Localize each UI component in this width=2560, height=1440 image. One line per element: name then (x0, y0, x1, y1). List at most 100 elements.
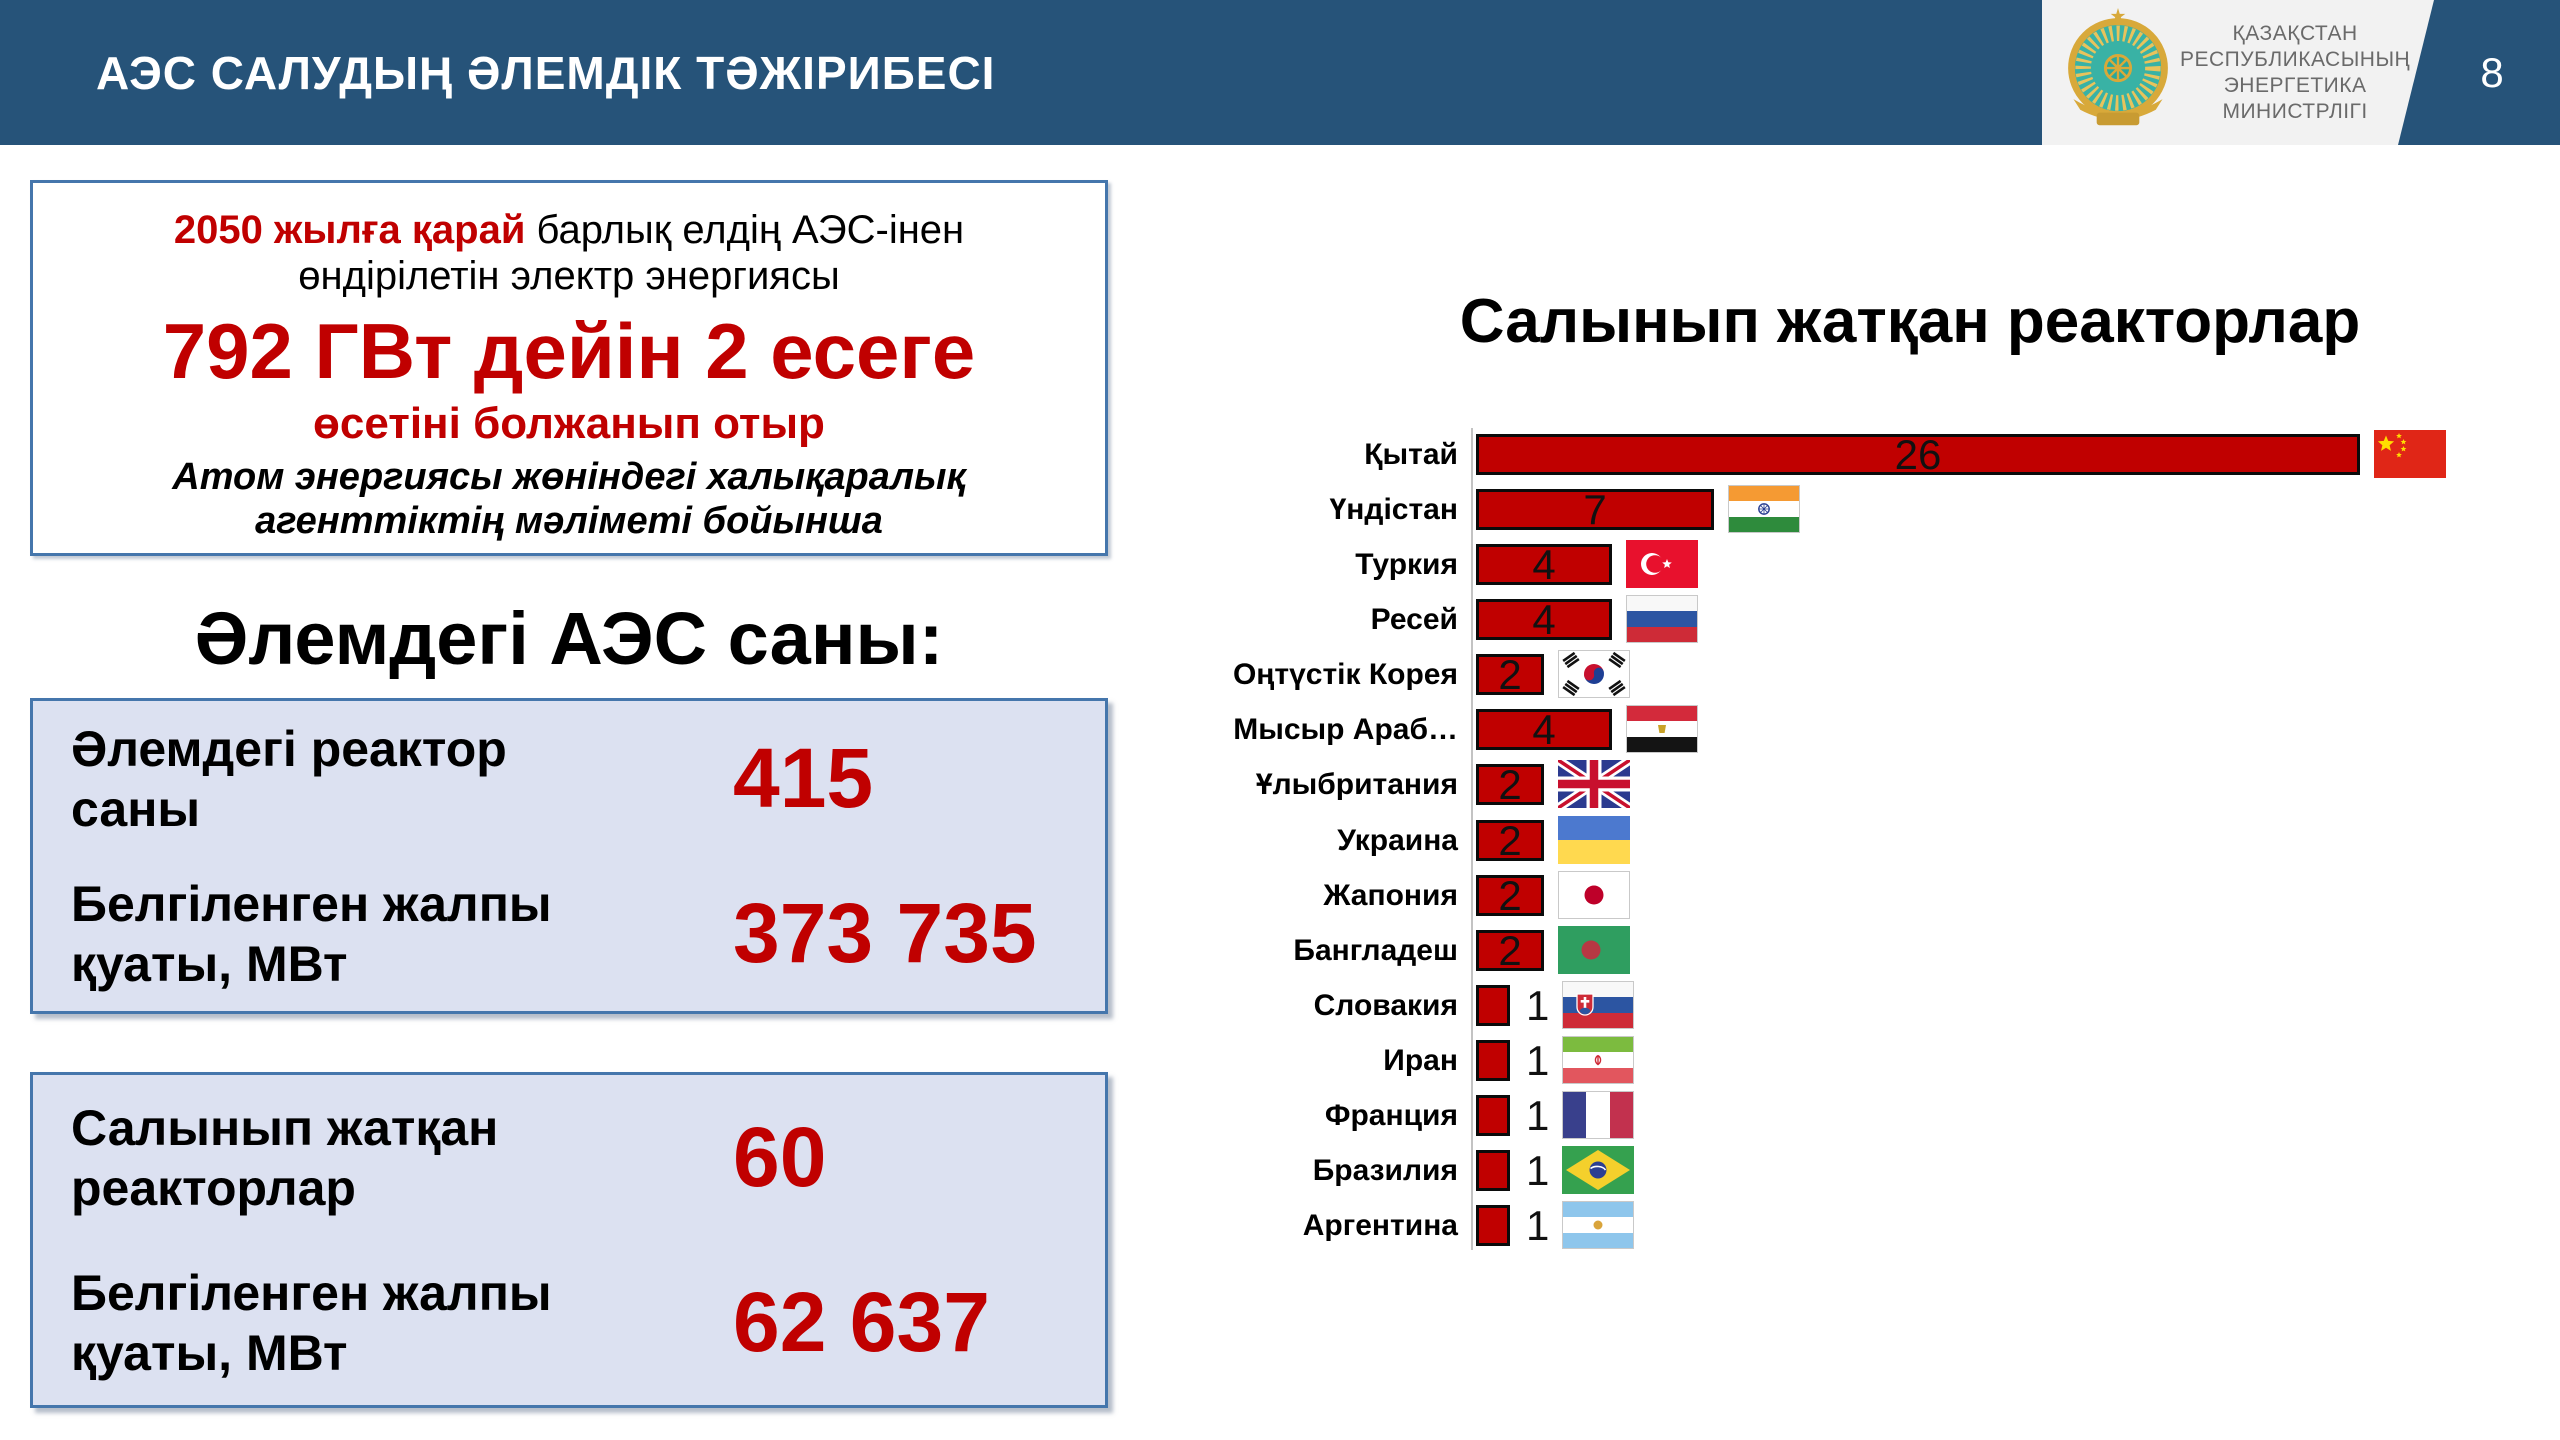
stat-label: Белгіленген жалпы қуаты, МВт (71, 1264, 552, 1381)
header: АЭС САЛУДЫҢ ӘЛЕМДІК ТӘЖІРИБЕСІ ҚАЗАҚСТАН… (0, 0, 2560, 145)
bar-row: Иран 1 (0, 1035, 2560, 1084)
bar-row: Қытай 26 (0, 430, 2560, 478)
flag-brazil (1562, 1145, 1634, 1194)
ministry-line: РЕСПУБЛИКАСЫНЫҢ (2180, 47, 2411, 71)
bar-value: 7 (1583, 486, 1607, 534)
stat-label: Салынып жатқан реакторлар (71, 1099, 499, 1216)
bar-label: Аргентина (1302, 1209, 1458, 1242)
bar-value: 4 (1532, 706, 1556, 754)
stat-value: 373 735 (733, 886, 1037, 980)
bar-label: Туркия (1355, 548, 1458, 582)
construction-stats-box: Салынып жатқан реакторлар 60 Белгіленген… (30, 1072, 1108, 1408)
bar-label: Иран (1383, 1043, 1458, 1077)
bar (1476, 1205, 1510, 1246)
bar-row: Франция 1 (0, 1090, 2560, 1139)
bar-label: Жапония (1323, 878, 1458, 912)
bar-value: 1 (1526, 1146, 1550, 1194)
forecast-red-line: өсетіні болжанып отыр (313, 399, 825, 448)
bar-row: Мысыр Араб… 4 (0, 705, 2560, 754)
bar-row: Жапония 2 (0, 870, 2560, 919)
bar-value: 1 (1526, 981, 1550, 1029)
bar-row: Ұлыбритания 2 (0, 760, 2560, 809)
flag-bangladesh (1558, 925, 1630, 974)
forecast-big-number: 792 ГВт дейін 2 есеге (162, 307, 976, 395)
bar-row: Словакия 1 (0, 980, 2560, 1029)
bar: 2 (1476, 819, 1544, 861)
bar: 4 (1476, 544, 1612, 586)
ministry-line: ҚАЗАҚСТАН (2232, 21, 2358, 45)
bar-value: 1 (1526, 1036, 1550, 1084)
bar-label: Мысыр Араб… (1233, 713, 1458, 747)
bar: 26 (1476, 431, 2360, 478)
flag-china (2374, 430, 2446, 478)
flag-russia (1626, 595, 1698, 644)
stat-label: Әлемдегі реактор саны (71, 720, 507, 837)
forecast-line-1-rest: барлық елдің АЭС-інен (525, 208, 965, 252)
bar-value: 1 (1526, 1091, 1550, 1139)
bar-label: Үндістан (1329, 493, 1458, 527)
flag-iran (1562, 1035, 1634, 1084)
forecast-highlight: 2050 жылға қарай (173, 208, 526, 252)
bar (1476, 1149, 1510, 1191)
stat-value: 60 (733, 1110, 827, 1204)
bar-value: 2 (1498, 926, 1522, 974)
ministry-line: МИНИСТРЛІГІ (2222, 99, 2368, 123)
flag-france (1562, 1090, 1634, 1139)
bar-label: Бангладеш (1293, 933, 1458, 967)
bar-row: Бангладеш 2 (0, 925, 2560, 974)
flag-india (1728, 485, 1800, 534)
bar-row: Үндістан 7 (0, 485, 2560, 534)
forecast-source-line-2: агенттіктің мәліметі бойынша (255, 500, 883, 542)
flag-japan (1558, 870, 1630, 919)
bar-label: Оңтүстік Корея (1232, 658, 1458, 692)
bar-row: Аргентина 1 (0, 1201, 2560, 1249)
bar-value: 2 (1498, 651, 1522, 699)
flag-egypt (1626, 705, 1698, 754)
bar-label: Бразилия (1312, 1153, 1458, 1187)
stat-value: 415 (733, 731, 874, 825)
ministry-logo-plate: ҚАЗАҚСТАН РЕСПУБЛИКАСЫНЫҢ ЭНЕРГЕТИКА МИН… (2042, 0, 2434, 145)
bar: 2 (1476, 926, 1544, 974)
bar-row: Туркия 4 (0, 540, 2560, 589)
stat-label: Белгіленген жалпы қуаты, МВт (71, 875, 552, 992)
chart-axis (1471, 428, 1473, 1250)
bar-label: Қытай (1364, 438, 1458, 471)
kazakhstan-emblem-icon (2056, 5, 2180, 140)
bar-label: Украина (1337, 823, 1458, 857)
forecast-source-line-1: Атом энергиясы жөніндегі халықаралық (172, 456, 966, 498)
bar: 2 (1476, 651, 1544, 699)
flag-uk (1558, 760, 1630, 809)
ministry-name: ҚАЗАҚСТАН РЕСПУБЛИКАСЫНЫҢ ЭНЕРГЕТИКА МИН… (2180, 21, 2456, 125)
bar (1476, 984, 1510, 1026)
bar (1476, 1039, 1510, 1081)
page-number: 8 (2480, 48, 2504, 96)
forecast-box: 2050 жылға қарай барлық елдің АЭС-інен ө… (30, 180, 1108, 556)
bar-value: 26 (1894, 431, 1942, 478)
world-stats-box: Әлемдегі реактор саны 415 Белгіленген жа… (30, 698, 1108, 1014)
stat-value: 62 637 (733, 1275, 990, 1369)
forecast-source: Атом энергиясы жөніндегі халықаралық аге… (33, 455, 1105, 543)
bar-value: 2 (1498, 871, 1522, 919)
flag-argentina (1562, 1201, 1634, 1249)
flag-ukraine (1558, 815, 1630, 864)
flag-slovakia (1562, 980, 1634, 1029)
bar: 4 (1476, 706, 1612, 754)
ministry-line: ЭНЕРГЕТИКА (2223, 73, 2367, 97)
bar: 4 (1476, 596, 1612, 644)
page-title: АЭС САЛУДЫҢ ӘЛЕМДІК ТӘЖІРИБЕСІ (96, 46, 996, 99)
bar-value: 1 (1526, 1202, 1550, 1249)
chart-title: Салынып жатқан реакторлар (1459, 287, 2361, 356)
bar-value: 4 (1532, 596, 1556, 644)
bar-row: Украина 2 (0, 815, 2560, 864)
bar (1476, 1094, 1510, 1136)
bar-label: Словакия (1313, 988, 1458, 1022)
bar: 2 (1476, 761, 1544, 809)
bar-label: Ұлыбритания (1255, 768, 1458, 802)
bar-row: Бразилия 1 (0, 1145, 2560, 1194)
forecast-line-1: 2050 жылға қарай барлық елдің АЭС-інен (33, 207, 1105, 253)
bar: 7 (1476, 486, 1714, 534)
bar: 2 (1476, 871, 1544, 919)
forecast-line-2: өндірілетін электр энергиясы (298, 254, 840, 298)
bar-value: 2 (1498, 761, 1522, 809)
